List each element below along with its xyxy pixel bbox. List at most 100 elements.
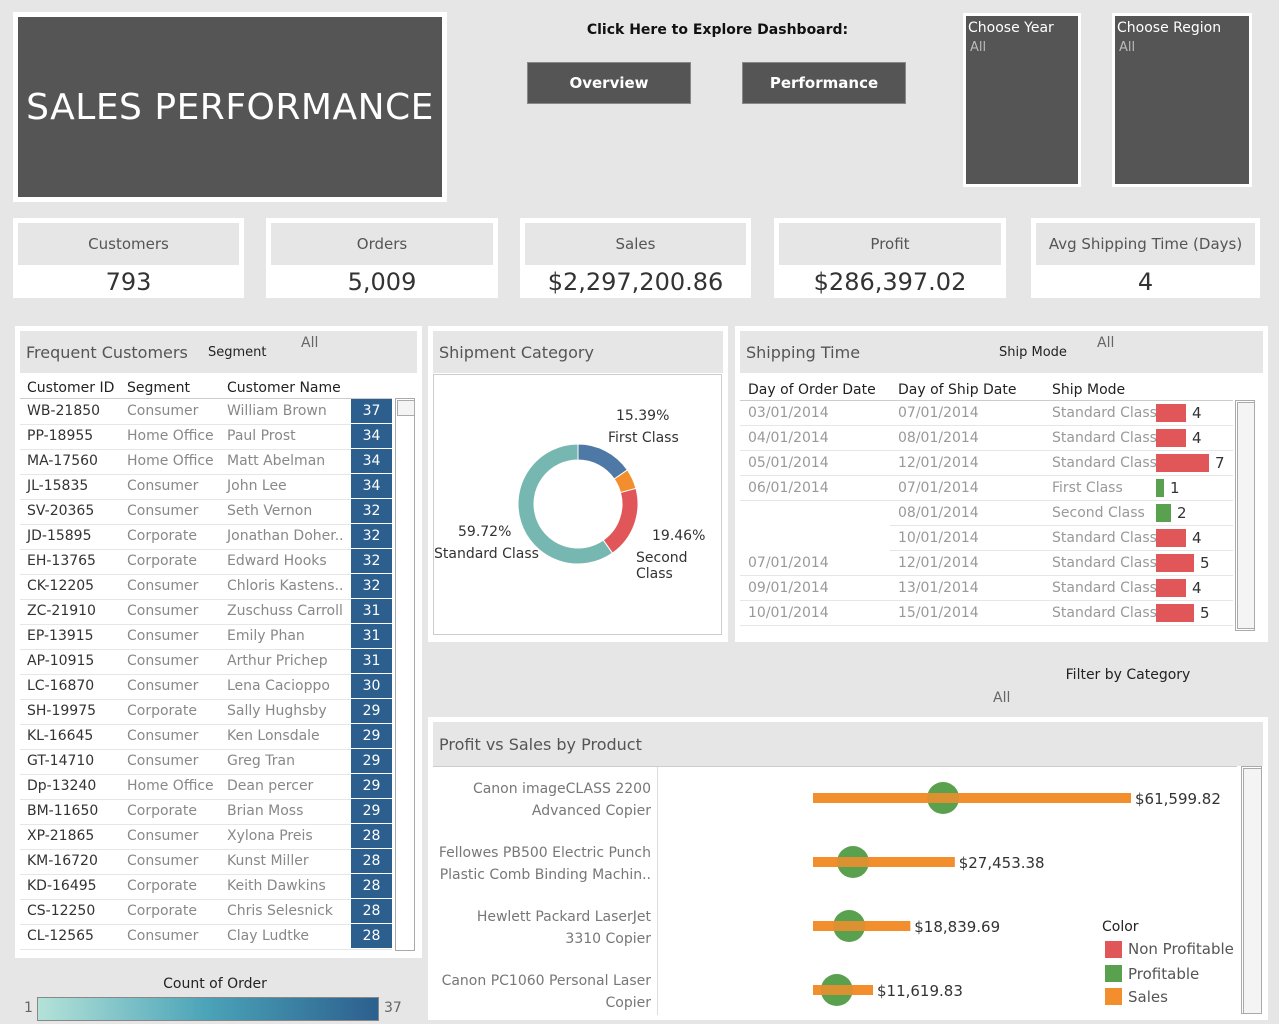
overview-button[interactable]: Overview <box>527 62 691 104</box>
order-count: 31 <box>351 649 392 673</box>
table-row[interactable]: 08/01/2014 Second Class 2 <box>740 501 1233 526</box>
shipping-days-label: 4 <box>1192 429 1202 447</box>
order-count: 29 <box>351 799 392 823</box>
donut-slice-second-class[interactable] <box>602 487 639 554</box>
shipping-days-label: 4 <box>1192 404 1202 422</box>
shipping-days-bar[interactable] <box>1156 529 1186 547</box>
customer-id: SV-20365 <box>27 503 95 519</box>
dashboard-title: SALES PERFORMANCE <box>18 17 442 197</box>
table-row[interactable]: PP-18955 Home Office Paul Prost 34 <box>20 424 392 450</box>
shipping-days-bar[interactable] <box>1156 554 1194 572</box>
customer-segment: Consumer <box>127 753 199 769</box>
customer-id: GT-14710 <box>27 753 95 769</box>
ship-mode-filter-value[interactable]: All <box>1097 335 1115 351</box>
table-row[interactable]: XP-21865 Consumer Xylona Preis 28 <box>20 824 392 850</box>
region-filter-value[interactable]: All <box>1119 40 1136 55</box>
sales-bar-overlay <box>813 921 911 931</box>
table-row[interactable]: BM-11650 Corporate Brian Moss 29 <box>20 799 392 825</box>
customer-scrollbar[interactable] <box>395 398 415 951</box>
col-ship-date[interactable]: Day of Ship Date <box>898 382 1017 398</box>
shipping-days-bar[interactable] <box>1156 504 1171 522</box>
customer-id: WB-21850 <box>27 403 101 419</box>
table-row[interactable]: 05/01/2014 12/01/2014 Standard Class 7 <box>740 451 1233 476</box>
table-row[interactable]: CK-12205 Consumer Chloris Kastens.. 32 <box>20 574 392 600</box>
table-row[interactable]: SV-20365 Consumer Seth Vernon 32 <box>20 499 392 525</box>
table-row[interactable]: 10/01/2014 Standard Class 4 <box>740 526 1233 551</box>
table-row[interactable]: 07/01/2014 12/01/2014 Standard Class 5 <box>740 551 1233 576</box>
shipping-scrollbar[interactable] <box>1235 400 1255 631</box>
performance-button[interactable]: Performance <box>742 62 906 104</box>
segment-filter-value[interactable]: All <box>301 335 319 351</box>
kpi-label: Sales <box>525 223 746 265</box>
table-row[interactable]: KM-16720 Consumer Kunst Miller 28 <box>20 849 392 875</box>
customer-table-body: WB-21850 Consumer William Brown 37 PP-18955 H… <box>20 398 392 950</box>
customer-segment: Consumer <box>127 603 199 619</box>
product-label: Copier <box>606 995 652 1011</box>
customer-segment: Consumer <box>127 628 199 644</box>
table-row[interactable]: CL-12565 Consumer Clay Ludtke 28 <box>20 924 392 950</box>
col-segment[interactable]: Segment <box>127 380 190 396</box>
table-row[interactable]: MA-17560 Home Office Matt Abelman 34 <box>20 449 392 475</box>
table-row[interactable]: 04/01/2014 08/01/2014 Standard Class 4 <box>740 426 1233 451</box>
order-date: 07/01/2014 <box>748 555 829 571</box>
donut-chart[interactable] <box>434 375 721 634</box>
profit-vs-sales-chart[interactable]: Canon imageCLASS 2200 Advanced Copier $61,… <box>433 767 1237 1015</box>
table-row[interactable]: WB-21850 Consumer William Brown 37 <box>20 399 392 425</box>
region-filter[interactable]: Choose Region All <box>1112 13 1252 187</box>
table-row[interactable]: ZC-21910 Consumer Zuschuss Carroll 31 <box>20 599 392 625</box>
col-customer-name[interactable]: Customer Name <box>227 380 341 396</box>
shipping-days-bar[interactable] <box>1156 454 1209 472</box>
table-row[interactable]: JL-15835 Consumer John Lee 34 <box>20 474 392 500</box>
table-row[interactable]: LC-16870 Consumer Lena Cacioppo 30 <box>20 674 392 700</box>
year-filter[interactable]: Choose Year All <box>963 13 1081 187</box>
table-row[interactable]: CS-12250 Corporate Chris Selesnick 28 <box>20 899 392 925</box>
shipping-days-label: 5 <box>1200 554 1210 572</box>
shipping-table-body: 03/01/2014 07/01/2014 Standard Class 4 04/01… <box>740 400 1233 636</box>
table-row[interactable]: EP-13915 Consumer Emily Phan 31 <box>20 624 392 650</box>
order-count: 32 <box>351 524 392 548</box>
table-row[interactable]: EH-13765 Corporate Edward Hooks 32 <box>20 549 392 575</box>
table-row[interactable]: 09/01/2014 13/01/2014 Standard Class 4 <box>740 576 1233 601</box>
table-row[interactable]: Dp-13240 Home Office Dean percer 29 <box>20 774 392 800</box>
color-legend-title: Color <box>1102 919 1139 935</box>
donut-slice-standard-class[interactable] <box>517 443 614 565</box>
count-legend-min: 1 <box>24 1000 33 1016</box>
shipping-days-bar[interactable] <box>1156 429 1186 447</box>
customer-segment: Corporate <box>127 803 197 819</box>
customer-name: Greg Tran <box>227 753 295 769</box>
category-filter-value[interactable]: All <box>993 690 1011 706</box>
table-row[interactable]: JD-15895 Corporate Jonathan Doher.. 32 <box>20 524 392 550</box>
col-ship-mode[interactable]: Ship Mode <box>1052 382 1126 398</box>
scroll-thumb[interactable] <box>1243 768 1262 1014</box>
table-row[interactable]: SH-19975 Corporate Sally Hughsby 29 <box>20 699 392 725</box>
table-row[interactable]: 06/01/2014 07/01/2014 First Class 1 <box>740 476 1233 501</box>
table-row[interactable]: GT-14710 Consumer Greg Tran 29 <box>20 749 392 775</box>
table-row[interactable]: AP-10915 Consumer Arthur Prichep 31 <box>20 649 392 675</box>
customer-name: Matt Abelman <box>227 453 326 469</box>
shipping-days-bar[interactable] <box>1156 404 1186 422</box>
table-row[interactable]: KL-16645 Consumer Ken Lonsdale 29 <box>20 724 392 750</box>
customer-segment: Consumer <box>127 728 199 744</box>
table-row[interactable]: 03/01/2014 07/01/2014 Standard Class 4 <box>740 401 1233 426</box>
donut-slice-first-class[interactable] <box>577 443 629 480</box>
shipping-days-bar[interactable] <box>1156 479 1164 497</box>
table-row[interactable]: KD-16495 Corporate Keith Dawkins 28 <box>20 874 392 900</box>
col-order-date[interactable]: Day of Order Date <box>748 382 876 398</box>
scroll-thumb[interactable] <box>1237 402 1255 629</box>
profit-vs-sales-panel: Profit vs Sales by Product Canon imageCL… <box>428 717 1268 1020</box>
legend-profitable: Profitable <box>1128 965 1200 983</box>
shipping-days-bar[interactable] <box>1156 579 1186 597</box>
product-scrollbar[interactable] <box>1241 766 1262 1014</box>
customer-segment: Consumer <box>127 503 199 519</box>
year-filter-label: Choose Year <box>968 20 1054 36</box>
row-divider <box>890 550 1233 551</box>
product-label: Hewlett Packard LaserJet <box>477 909 652 925</box>
customer-name: Brian Moss <box>227 803 304 819</box>
sales-bar-overlay <box>813 985 873 995</box>
table-row[interactable]: 10/01/2014 15/01/2014 Standard Class 5 <box>740 601 1233 626</box>
year-filter-value[interactable]: All <box>970 40 987 55</box>
scroll-thumb[interactable] <box>397 400 415 416</box>
shipping-time-title: Shipping Time <box>746 342 861 362</box>
col-customer-id[interactable]: Customer ID <box>27 380 115 396</box>
shipping-days-bar[interactable] <box>1156 604 1194 622</box>
